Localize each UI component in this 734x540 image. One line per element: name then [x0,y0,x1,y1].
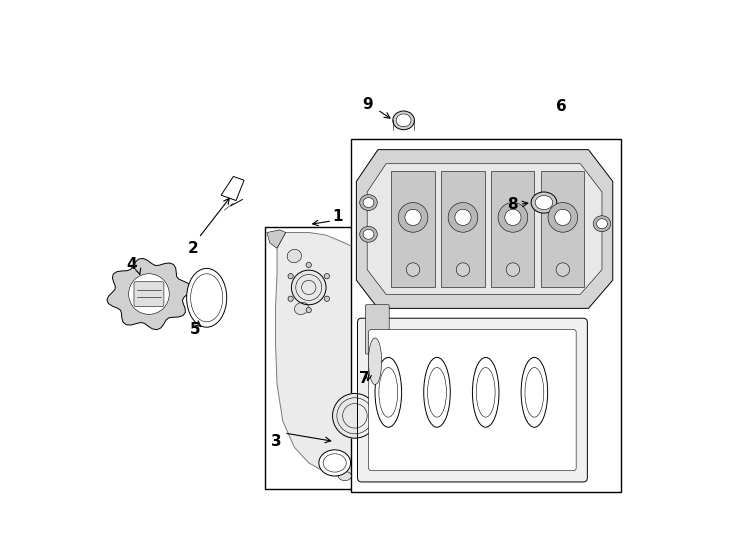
Ellipse shape [384,322,398,332]
Polygon shape [267,230,286,248]
Bar [541,171,584,287]
Ellipse shape [393,111,415,130]
Circle shape [555,210,571,226]
Ellipse shape [360,226,377,242]
Ellipse shape [424,357,450,427]
Ellipse shape [191,274,222,322]
Ellipse shape [476,368,495,417]
Circle shape [448,202,478,232]
Text: 2: 2 [188,241,199,256]
Polygon shape [367,164,602,294]
Circle shape [548,202,578,232]
Circle shape [457,263,470,276]
Ellipse shape [368,338,382,384]
Bar [391,171,435,287]
Ellipse shape [363,198,374,207]
Ellipse shape [294,302,308,314]
Circle shape [288,296,293,301]
Bar [491,171,534,287]
Circle shape [498,202,528,232]
Circle shape [324,274,330,279]
Ellipse shape [375,357,401,427]
Circle shape [324,296,330,301]
Ellipse shape [531,192,557,213]
Ellipse shape [360,194,377,211]
Circle shape [128,274,170,314]
Circle shape [405,210,421,226]
Polygon shape [107,259,191,330]
Polygon shape [275,233,407,478]
FancyBboxPatch shape [134,282,164,306]
FancyBboxPatch shape [368,329,576,471]
FancyBboxPatch shape [357,318,587,482]
Ellipse shape [186,268,227,327]
Ellipse shape [319,450,351,476]
Ellipse shape [287,249,302,262]
Ellipse shape [428,368,446,417]
Circle shape [291,270,326,305]
Circle shape [506,263,520,276]
Text: 6: 6 [556,99,567,114]
Ellipse shape [525,368,544,417]
Ellipse shape [323,454,346,472]
Ellipse shape [363,230,374,239]
Ellipse shape [379,368,398,417]
Ellipse shape [593,216,611,232]
Bar [351,139,621,492]
Text: 1: 1 [333,209,343,224]
Bar [441,171,484,287]
Ellipse shape [521,357,548,427]
Ellipse shape [338,471,352,481]
Circle shape [306,307,311,313]
Circle shape [333,394,377,438]
Ellipse shape [597,219,607,228]
Bar [266,227,410,489]
Ellipse shape [396,114,411,127]
Circle shape [505,210,521,226]
Ellipse shape [389,367,401,376]
Circle shape [288,274,293,279]
FancyBboxPatch shape [366,305,389,354]
Text: 3: 3 [271,434,281,449]
Ellipse shape [473,357,499,427]
Text: 7: 7 [359,372,370,387]
Text: 9: 9 [362,97,372,112]
Circle shape [455,210,471,226]
Polygon shape [221,177,244,200]
Polygon shape [357,150,613,308]
Circle shape [399,202,428,232]
Circle shape [407,263,420,276]
Ellipse shape [535,195,553,210]
Circle shape [306,262,311,267]
Circle shape [556,263,570,276]
Text: 5: 5 [189,322,200,338]
Text: 4: 4 [126,257,137,272]
Text: 8: 8 [508,197,518,212]
